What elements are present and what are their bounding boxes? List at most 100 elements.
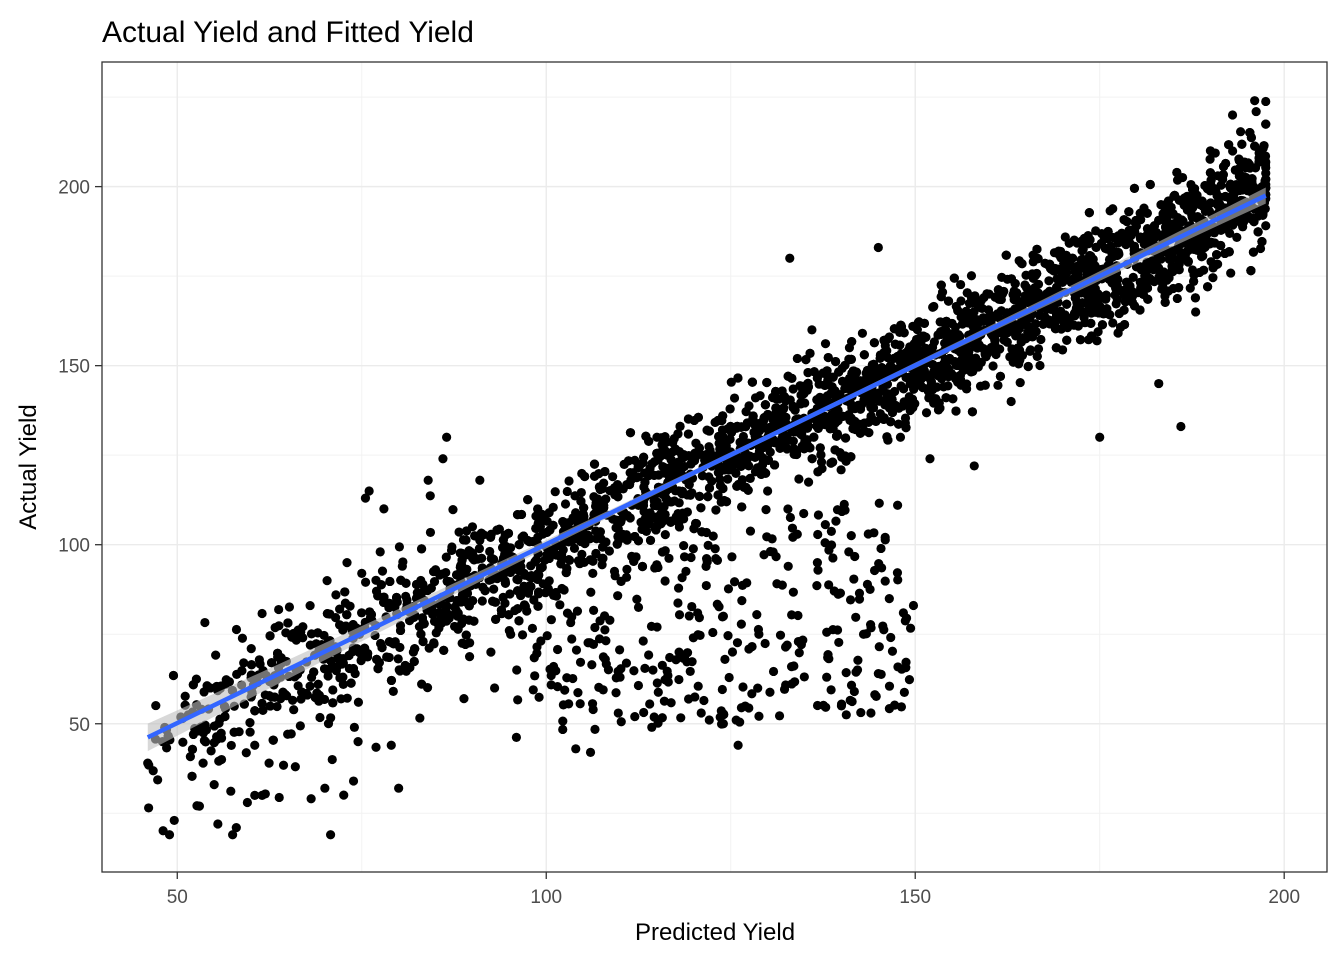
data-point (392, 597, 402, 607)
data-point (1101, 290, 1111, 300)
data-point (331, 590, 341, 600)
data-point (905, 623, 916, 633)
y-axis-title: Actual Yield (15, 404, 42, 529)
data-point (338, 679, 348, 689)
data-point (342, 558, 352, 568)
data-point (874, 388, 884, 398)
data-point (933, 371, 943, 381)
data-point (956, 279, 966, 290)
data-point (1033, 344, 1044, 354)
data-point (684, 611, 694, 621)
data-point (1108, 318, 1118, 328)
data-point (674, 522, 685, 532)
data-point (485, 532, 496, 542)
data-point (650, 523, 660, 533)
data-point (925, 454, 935, 464)
data-point (1102, 234, 1113, 244)
data-point (1218, 162, 1229, 172)
data-point (591, 534, 602, 544)
data-point (1235, 127, 1246, 137)
data-point (834, 637, 844, 648)
data-point (505, 589, 515, 599)
data-point (408, 647, 419, 657)
data-point (866, 708, 876, 718)
data-point (1124, 225, 1134, 236)
data-point (366, 609, 377, 620)
data-point (841, 668, 851, 678)
data-point (575, 657, 586, 667)
data-point (638, 636, 648, 646)
data-point (1159, 267, 1169, 277)
data-point (605, 486, 615, 496)
data-point (704, 426, 714, 436)
data-point (976, 296, 986, 306)
data-point (464, 652, 475, 662)
data-point (619, 459, 629, 469)
data-point (1246, 266, 1256, 276)
data-point (792, 353, 802, 364)
data-point (674, 674, 684, 685)
data-point (1014, 256, 1024, 266)
data-point (325, 830, 336, 840)
data-point (845, 695, 855, 705)
data-point (1232, 232, 1242, 243)
data-point (404, 616, 415, 626)
data-point (763, 486, 773, 496)
data-point (723, 584, 734, 594)
data-point (794, 474, 804, 484)
data-point (185, 752, 195, 762)
data-point (857, 328, 868, 338)
data-point (831, 431, 842, 441)
data-point (841, 710, 851, 720)
data-point (866, 388, 877, 398)
data-point (296, 694, 306, 704)
data-point (799, 389, 809, 399)
data-point (961, 346, 971, 356)
data-point (825, 419, 836, 430)
data-point (283, 618, 293, 628)
data-point (239, 658, 249, 668)
data-point (1249, 217, 1259, 227)
data-point (1172, 175, 1183, 185)
data-point (995, 371, 1006, 381)
data-point (969, 461, 979, 471)
data-point (422, 683, 433, 693)
data-point (871, 691, 881, 702)
data-point (978, 344, 989, 354)
data-point (1208, 263, 1218, 273)
y-tick-label: 150 (58, 357, 90, 378)
data-point (733, 373, 743, 383)
data-point (1250, 96, 1260, 106)
data-point (1261, 96, 1271, 107)
data-point (1172, 293, 1182, 304)
data-point (319, 664, 330, 674)
data-point (371, 586, 382, 596)
data-point (687, 488, 697, 498)
data-point (1131, 215, 1141, 226)
data-point (211, 650, 221, 660)
data-point (1032, 351, 1042, 361)
data-point (1111, 299, 1121, 309)
data-point (729, 393, 740, 403)
data-point (772, 403, 782, 413)
data-point (250, 790, 260, 800)
data-point (928, 359, 938, 370)
data-point (1035, 360, 1045, 371)
data-point (401, 578, 411, 588)
data-point (638, 500, 649, 510)
data-point (1202, 184, 1213, 194)
data-point (714, 431, 724, 442)
data-point (595, 616, 605, 626)
data-point (335, 604, 345, 614)
data-point (712, 555, 723, 565)
data-point (328, 685, 338, 695)
data-point (425, 527, 436, 538)
data-point (817, 412, 827, 422)
data-point (633, 462, 643, 473)
data-point (498, 543, 508, 553)
data-point (652, 678, 662, 688)
data-point (909, 339, 919, 349)
data-point (837, 376, 848, 386)
data-point (783, 395, 793, 405)
data-point (621, 572, 632, 582)
